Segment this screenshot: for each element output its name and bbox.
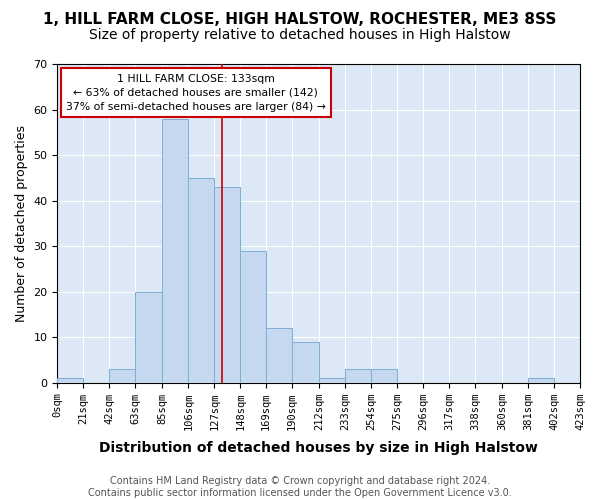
Bar [58,378,83,382]
Bar [528,378,554,382]
Text: 1 HILL FARM CLOSE: 133sqm
← 63% of detached houses are smaller (142)
37% of semi: 1 HILL FARM CLOSE: 133sqm ← 63% of detac… [66,74,326,112]
Bar [109,369,135,382]
Bar [214,187,240,382]
Bar [135,292,163,382]
Text: Size of property relative to detached houses in High Halstow: Size of property relative to detached ho… [89,28,511,42]
X-axis label: Distribution of detached houses by size in High Halstow: Distribution of detached houses by size … [99,441,538,455]
Bar [240,250,266,382]
Text: 1, HILL FARM CLOSE, HIGH HALSTOW, ROCHESTER, ME3 8SS: 1, HILL FARM CLOSE, HIGH HALSTOW, ROCHES… [43,12,557,28]
Bar [371,369,397,382]
Y-axis label: Number of detached properties: Number of detached properties [15,125,28,322]
Bar [188,178,214,382]
Bar [163,118,188,382]
Bar [292,342,319,382]
Text: Contains HM Land Registry data © Crown copyright and database right 2024.
Contai: Contains HM Land Registry data © Crown c… [88,476,512,498]
Bar [345,369,371,382]
Bar [266,328,292,382]
Bar [319,378,345,382]
